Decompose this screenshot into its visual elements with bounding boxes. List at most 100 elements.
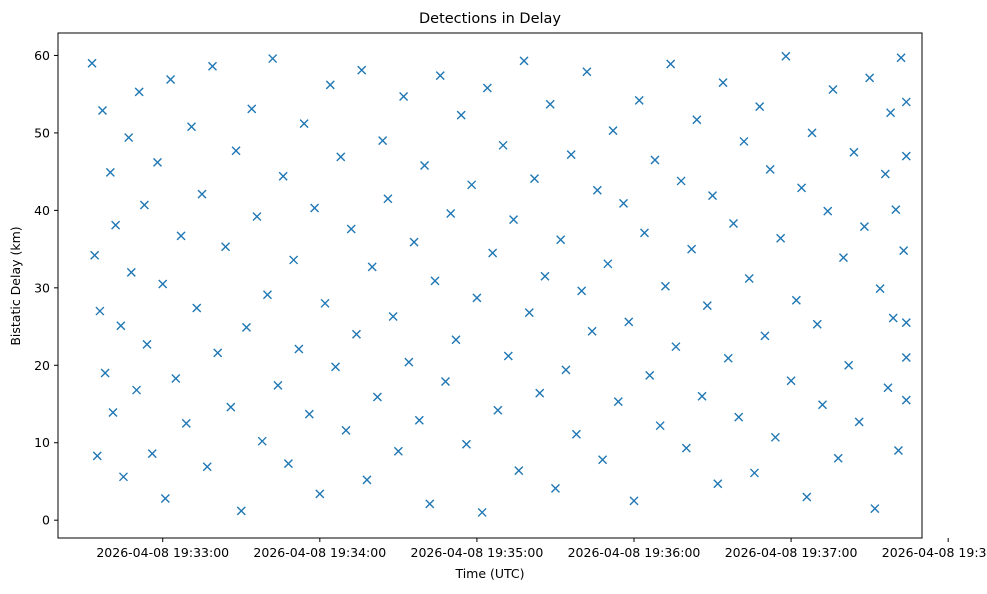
data-point [891,205,901,215]
data-point [242,322,252,332]
data-point [503,351,513,361]
data-point [899,246,909,256]
data-point [676,176,686,186]
data-point [493,405,503,415]
data-point [849,147,859,157]
data-point [770,432,780,442]
data-point [383,194,393,204]
data-point [116,321,126,331]
data-point [320,298,330,308]
x-tick-label: 2026-04-08 19:34:00 [253,545,386,560]
x-tick-label: 2026-04-08 19:35:00 [411,545,544,560]
data-point [409,237,419,247]
data-point [221,242,231,252]
y-tick-label: 0 [42,513,50,528]
data-point [823,206,833,216]
data-point [550,483,560,493]
data-point [124,133,134,143]
data-point [613,397,623,407]
x-tick-label: 2026-04-08 19:36:00 [568,545,701,560]
data-point [838,253,848,263]
data-point [176,231,186,241]
data-point [571,429,581,439]
data-point [828,85,838,95]
data-point [171,373,181,383]
y-axis-ticks: 0 10 20 30 40 50 60 [34,48,58,528]
data-point [336,152,346,162]
data-point [446,208,456,218]
data-point [181,418,191,428]
data-point [760,331,770,341]
data-point [875,284,885,294]
data-point [639,228,649,238]
data-point [901,318,911,328]
data-point [95,306,105,316]
data-point [556,235,566,245]
data-point [357,65,367,75]
data-point [236,506,246,516]
data-point [331,362,341,372]
data-point [289,255,299,265]
data-point [147,449,157,459]
data-point [519,56,529,66]
data-point [582,67,592,77]
data-point [435,71,445,81]
data-point [87,58,97,68]
x-tick-label: 2026-04-08 19:33:00 [96,545,229,560]
data-point [734,412,744,422]
data-point [776,233,786,243]
data-point [901,151,911,161]
data-point [118,472,128,482]
data-point [671,342,681,352]
data-point [744,274,754,284]
data-point [482,83,492,93]
data-point [315,489,325,499]
x-tick-label: 2026-04-08 19:38:00 [882,545,987,560]
data-point [461,439,471,449]
data-point [299,119,309,129]
points-layer [87,51,911,517]
data-point [812,319,822,329]
data-point [524,308,534,318]
y-tick-label: 60 [34,48,50,63]
data-point [257,436,267,446]
data-point [723,353,733,363]
data-point [477,507,487,517]
data-point [697,391,707,401]
data-point [498,140,508,150]
data-point [765,164,775,174]
data-point [687,244,697,254]
data-point [901,97,911,107]
data-point [728,219,738,229]
data-point [833,453,843,463]
data-point [139,200,149,210]
data-point [739,136,749,146]
data-point [142,339,152,349]
data-point [467,180,477,190]
data-point [393,446,403,456]
data-point [126,267,136,277]
data-point [226,402,236,412]
data-point [192,303,202,313]
data-point [545,99,555,109]
data-point [202,462,212,472]
data-point [883,383,893,393]
data-point [414,415,424,425]
data-point [859,222,869,232]
data-point [901,353,911,363]
data-point [310,203,320,213]
data-point [197,189,207,199]
data-point [90,250,100,260]
data-point [755,102,765,112]
y-tick-label: 10 [34,435,50,450]
data-point [247,104,257,114]
data-point [619,198,629,208]
y-axis-label: Bistatic Delay (km) [8,226,23,345]
data-point [514,466,524,476]
x-axis-ticks: 2026-04-08 19:33:00 2026-04-08 19:34:00 20… [96,538,987,560]
y-tick-label: 50 [34,125,50,140]
data-point [283,459,293,469]
data-point [152,157,162,167]
